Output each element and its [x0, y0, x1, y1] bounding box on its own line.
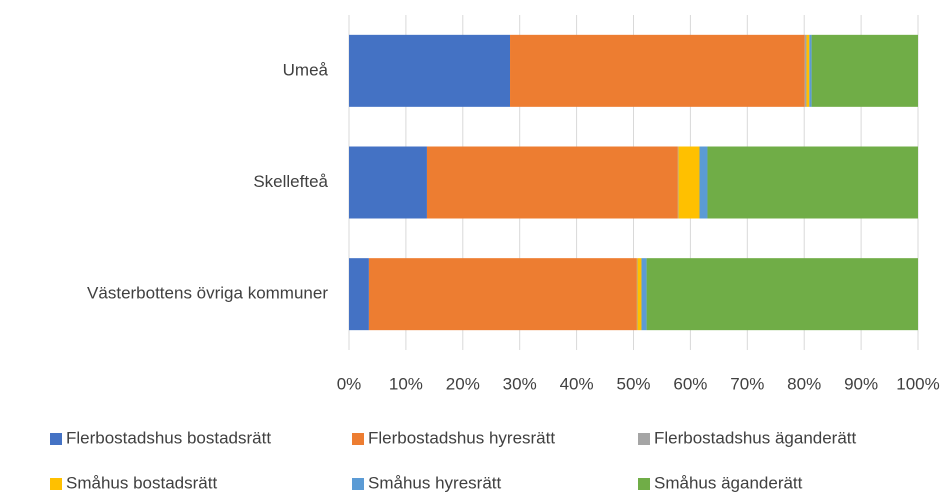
x-tick-label: 80% [787, 374, 821, 393]
x-tick-label: 90% [844, 374, 878, 393]
legend-swatch [638, 433, 650, 445]
legend-swatch [352, 433, 364, 445]
bar-segment [636, 258, 638, 331]
bar-segment [637, 258, 642, 331]
bar-segment [349, 146, 427, 219]
legend-label: Flerbostadshus bostadsrätt [66, 428, 271, 447]
legend-swatch [352, 478, 364, 490]
bar-segment [806, 34, 810, 107]
bar-segment [641, 258, 647, 331]
x-tick-label: 40% [560, 374, 594, 393]
x-tick-label: 0% [337, 374, 362, 393]
bar-segment [349, 34, 511, 107]
legend-swatch [50, 433, 62, 445]
legend-label: Flerbostadshus hyresrätt [368, 428, 555, 447]
bar-segment [368, 258, 637, 331]
x-tick-label: 30% [503, 374, 537, 393]
x-tick-label: 50% [616, 374, 650, 393]
x-tick-label: 100% [896, 374, 939, 393]
bar-segment [426, 146, 678, 219]
legend-label: Småhus bostadsrätt [66, 473, 217, 492]
legend-label: Småhus hyresrätt [368, 473, 501, 492]
x-tick-label: 70% [730, 374, 764, 393]
x-tick-label: 60% [673, 374, 707, 393]
bar-segment [646, 258, 918, 331]
bar-segment [804, 34, 807, 107]
y-tick-label: Västerbottens övriga kommuner [87, 284, 328, 303]
x-tick-label: 20% [446, 374, 480, 393]
y-tick-label: Skellefteå [253, 172, 328, 191]
bar-segment [699, 146, 708, 219]
y-tick-label: Umeå [283, 60, 329, 79]
bar-segment [811, 34, 918, 107]
bar-segment [678, 146, 700, 219]
legend-label: Småhus äganderätt [654, 473, 803, 492]
bar-segment [510, 34, 805, 107]
legend-swatch [50, 478, 62, 490]
x-tick-label: 10% [389, 374, 423, 393]
legend-label: Flerbostadshus äganderätt [654, 428, 857, 447]
bar-segment [677, 146, 679, 219]
bar-segment [809, 34, 812, 107]
bar-segment [349, 258, 369, 331]
legend-swatch [638, 478, 650, 490]
bar-segment [707, 146, 918, 219]
